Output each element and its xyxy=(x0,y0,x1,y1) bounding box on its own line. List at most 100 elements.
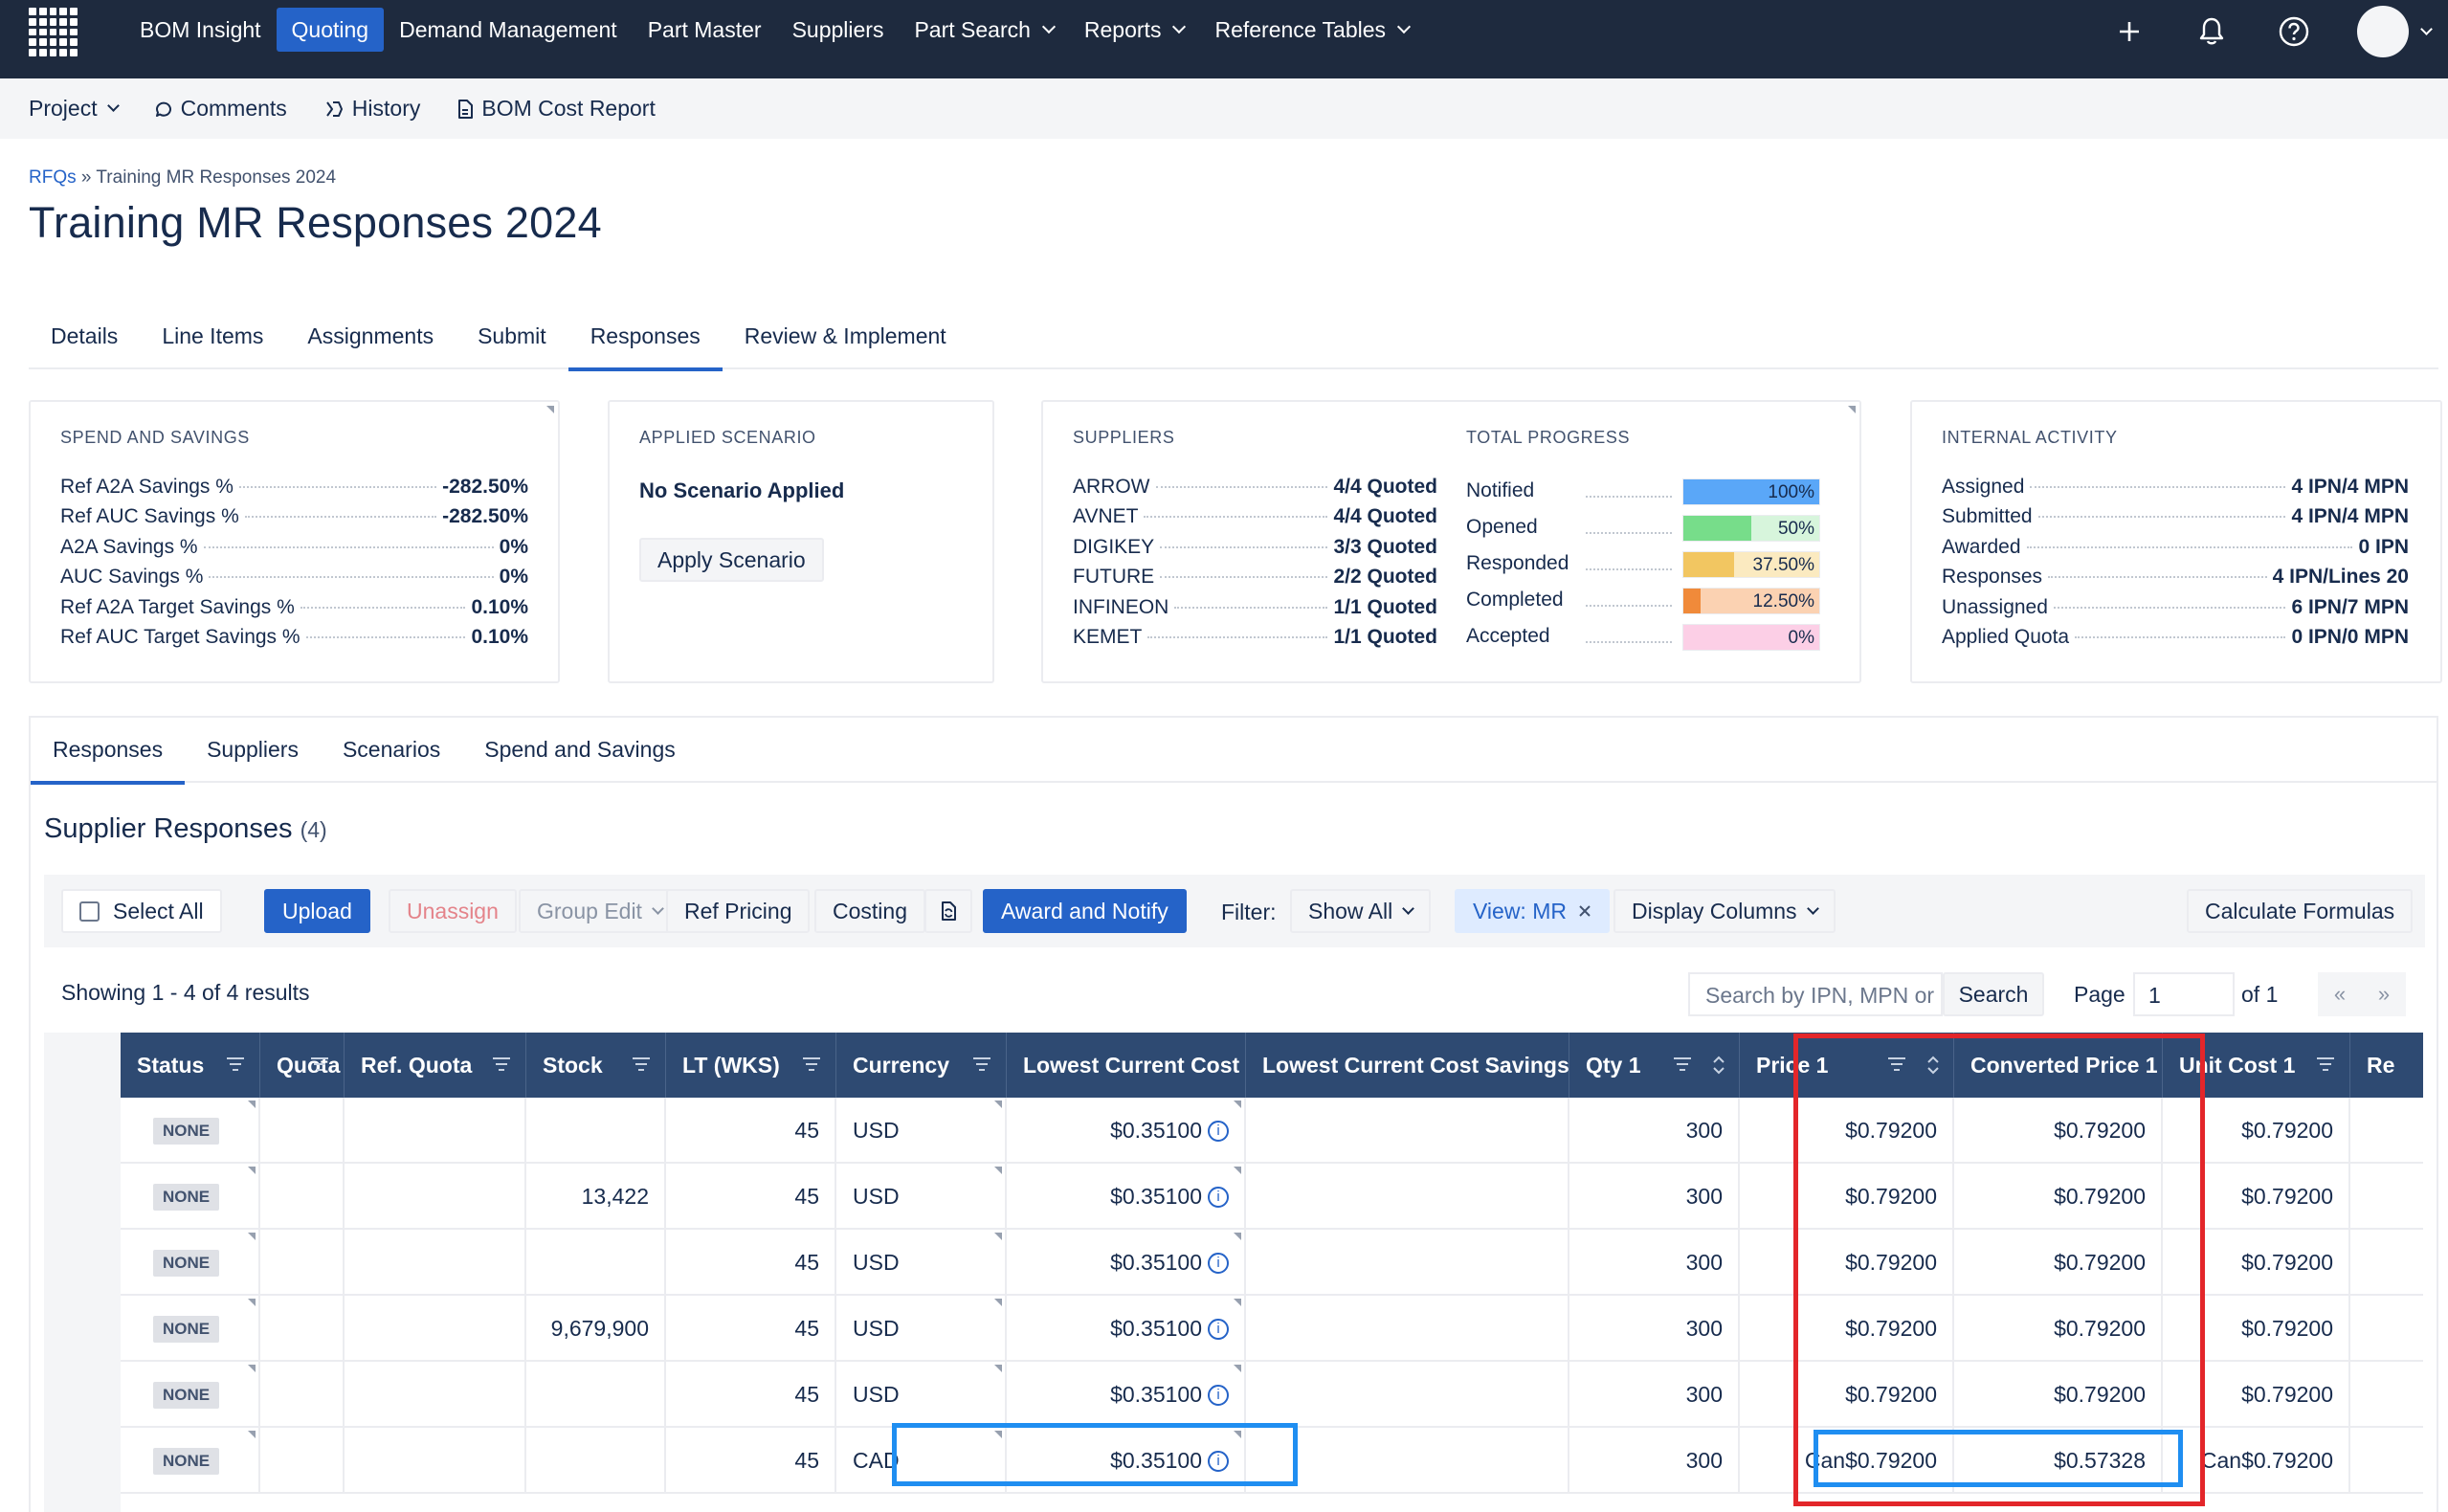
cell-price[interactable]: $0.79200 xyxy=(1740,1098,1954,1164)
award-notify-button[interactable]: Award and Notify xyxy=(983,889,1187,933)
tab-line-items[interactable]: Line Items xyxy=(162,323,264,348)
filter-icon[interactable] xyxy=(493,1057,510,1075)
cell-ref-quota[interactable] xyxy=(345,1428,526,1494)
cell-lcc[interactable]: $0.35100 i xyxy=(1007,1098,1246,1164)
sort-icon[interactable] xyxy=(1712,1055,1725,1076)
cell-lt[interactable]: 45 xyxy=(666,1428,836,1494)
tab-assignments[interactable]: Assignments xyxy=(307,323,434,348)
cell-status[interactable]: NONE xyxy=(121,1362,260,1428)
search-input[interactable]: Search by IPN, MPN or xyxy=(1688,972,1943,1016)
table-row[interactable]: NONE 45 USD $0.35100 i 300 $0.79200 $0.79200 $0.… xyxy=(44,1230,2423,1296)
tab-responses[interactable]: Responses xyxy=(567,306,723,371)
cell-lccs[interactable] xyxy=(1246,1428,1569,1494)
cell-lt[interactable]: 45 xyxy=(666,1362,836,1428)
cell-quota[interactable] xyxy=(260,1098,345,1164)
filter-icon[interactable] xyxy=(311,1057,328,1075)
column-header[interactable]: Lowest Current Cost Savings xyxy=(1246,1033,1569,1098)
cell-currency[interactable]: CAD xyxy=(836,1428,1007,1494)
cell-overflow[interactable] xyxy=(2350,1362,2423,1428)
sort-icon[interactable] xyxy=(1926,1055,1940,1076)
cell-ref-quota[interactable] xyxy=(345,1164,526,1230)
cell-lcc[interactable]: $0.35100 i xyxy=(1007,1428,1246,1494)
cell-qty[interactable]: 300 xyxy=(1569,1164,1740,1230)
cell-qty[interactable]: 300 xyxy=(1569,1098,1740,1164)
cell-price[interactable]: $0.79200 xyxy=(1740,1164,1954,1230)
cell-lcc[interactable]: $0.35100 i xyxy=(1007,1362,1246,1428)
cell-lt[interactable]: 45 xyxy=(666,1296,836,1362)
cell-converted[interactable]: $0.79200 xyxy=(1954,1098,2163,1164)
filter-select[interactable]: Show All xyxy=(1290,889,1432,933)
column-header[interactable]: Ref. Quota xyxy=(345,1033,526,1098)
cell-quota[interactable] xyxy=(260,1296,345,1362)
nav-reference-tables[interactable]: Reference Tables xyxy=(1199,8,1424,52)
cell-ref-quota[interactable] xyxy=(345,1098,526,1164)
info-icon[interactable]: i xyxy=(1208,1450,1229,1472)
cell-ref-quota[interactable] xyxy=(345,1296,526,1362)
page-input[interactable]: 1 xyxy=(2133,972,2235,1016)
column-header[interactable]: Qty 1 xyxy=(1569,1033,1740,1098)
nav-bom-insight[interactable]: BOM Insight xyxy=(124,8,277,52)
column-header[interactable]: Price 1 xyxy=(1740,1033,1954,1098)
cell-lccs[interactable] xyxy=(1246,1098,1569,1164)
cell-converted[interactable]: $0.79200 xyxy=(1954,1164,2163,1230)
cell-price[interactable]: $0.79200 xyxy=(1740,1296,1954,1362)
apps-grid-icon[interactable] xyxy=(29,8,78,56)
tab-responses-inner[interactable]: Responses xyxy=(31,718,186,785)
filter-icon[interactable] xyxy=(633,1057,650,1075)
filter-icon[interactable] xyxy=(227,1057,244,1075)
cell-unit[interactable]: $0.79200 xyxy=(2163,1296,2350,1362)
tab-suppliers-inner[interactable]: Suppliers xyxy=(207,737,299,762)
column-header[interactable]: Status xyxy=(121,1033,260,1098)
search-button[interactable]: Search xyxy=(1943,972,2044,1016)
ref-pricing-button[interactable]: Ref Pricing xyxy=(666,889,811,933)
cell-quota[interactable] xyxy=(260,1428,345,1494)
cell-status[interactable]: NONE xyxy=(121,1296,260,1362)
cell-status[interactable]: NONE xyxy=(121,1164,260,1230)
tab-details[interactable]: Details xyxy=(51,323,119,348)
cell-price[interactable]: Can$0.79200 xyxy=(1740,1428,1954,1494)
cell-converted[interactable]: $0.79200 xyxy=(1954,1230,2163,1296)
cell-converted[interactable]: $0.79200 xyxy=(1954,1362,2163,1428)
column-header[interactable]: Unit Cost 1 xyxy=(2163,1033,2350,1098)
info-icon[interactable]: i xyxy=(1208,1120,1229,1142)
cell-currency[interactable]: USD xyxy=(836,1098,1007,1164)
cell-ref-quota[interactable] xyxy=(345,1230,526,1296)
cell-lccs[interactable] xyxy=(1246,1296,1569,1362)
cell-price[interactable]: $0.79200 xyxy=(1740,1230,1954,1296)
cell-status[interactable]: NONE xyxy=(121,1428,260,1494)
cell-stock[interactable] xyxy=(526,1098,666,1164)
filter-icon[interactable] xyxy=(1888,1057,1905,1075)
cell-lccs[interactable] xyxy=(1246,1362,1569,1428)
cell-converted[interactable]: $0.57328 xyxy=(1954,1428,2163,1494)
nav-part-search[interactable]: Part Search xyxy=(899,8,1068,52)
cell-overflow[interactable] xyxy=(2350,1296,2423,1362)
cell-lcc[interactable]: $0.35100 i xyxy=(1007,1230,1246,1296)
info-icon[interactable]: i xyxy=(1208,1252,1229,1274)
tab-spend-savings-inner[interactable]: Spend and Savings xyxy=(484,737,676,762)
cell-stock[interactable] xyxy=(526,1428,666,1494)
cell-overflow[interactable] xyxy=(2350,1098,2423,1164)
info-icon[interactable]: i xyxy=(1208,1318,1229,1340)
cell-unit[interactable]: Can$0.79200 xyxy=(2163,1428,2350,1494)
upload-button[interactable]: Upload xyxy=(264,889,370,933)
column-header[interactable]: Converted Price 1 xyxy=(1954,1033,2163,1098)
bom-cost-report-link[interactable]: BOM Cost Report xyxy=(456,96,656,122)
first-page-button[interactable]: « xyxy=(2333,982,2347,1006)
avatar[interactable] xyxy=(2357,6,2409,57)
filter-icon[interactable] xyxy=(1674,1057,1691,1075)
cell-stock[interactable] xyxy=(526,1362,666,1428)
costing-button[interactable]: Costing xyxy=(814,889,925,933)
nav-reports[interactable]: Reports xyxy=(1069,8,1200,52)
filter-icon[interactable] xyxy=(2317,1057,2334,1075)
cell-overflow[interactable] xyxy=(2350,1428,2423,1494)
cell-unit[interactable]: $0.79200 xyxy=(2163,1098,2350,1164)
filter-icon[interactable] xyxy=(803,1057,820,1075)
cell-lcc[interactable]: $0.35100 i xyxy=(1007,1164,1246,1230)
cell-unit[interactable]: $0.79200 xyxy=(2163,1164,2350,1230)
group-edit-button[interactable]: Group Edit xyxy=(519,889,680,933)
column-header[interactable]: LT (WKS) xyxy=(666,1033,836,1098)
cell-overflow[interactable] xyxy=(2350,1164,2423,1230)
display-columns-button[interactable]: Display Columns xyxy=(1613,889,1836,933)
cell-unit[interactable]: $0.79200 xyxy=(2163,1230,2350,1296)
cell-qty[interactable]: 300 xyxy=(1569,1428,1740,1494)
